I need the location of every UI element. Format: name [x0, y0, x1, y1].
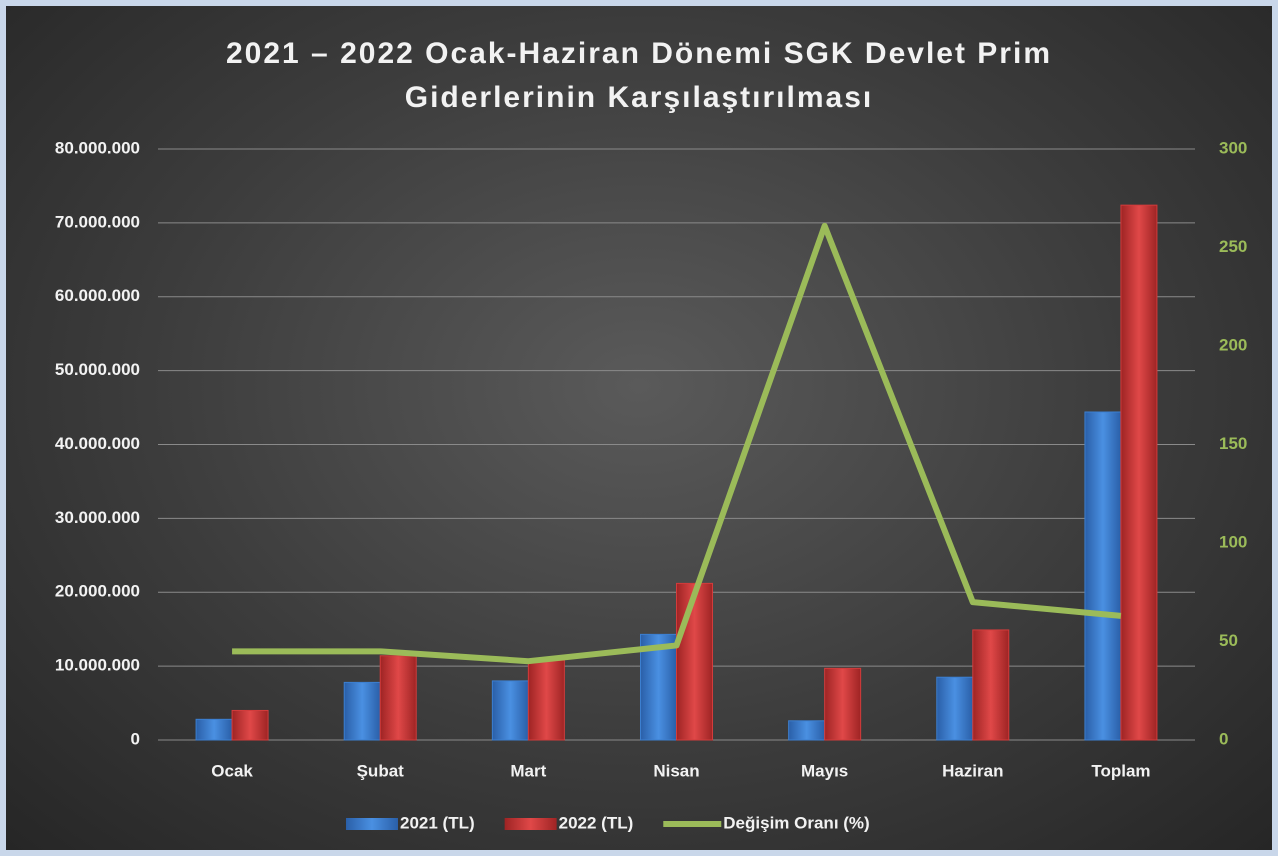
y-tick-label: 80.000.000: [55, 138, 140, 157]
bar: [379, 655, 417, 741]
y-tick-label: 70.000.000: [55, 212, 140, 231]
bar: [824, 667, 862, 741]
bar: [640, 633, 677, 741]
chart: 0 10.000.000 20.000.000 30.000.000 40.000.00…: [55, 138, 1247, 832]
chart-area: 2021 – 2022 Ocak-Haziran Dönemi SGK Devl…: [6, 6, 1272, 850]
x-tick-label: Haziran: [942, 761, 1003, 780]
legend-swatch: [346, 818, 398, 830]
y2-tick-label: 250: [1219, 237, 1247, 256]
y-tick-label: 60.000.000: [55, 286, 140, 305]
chart-title: 2021 – 2022 Ocak-Haziran Dönemi SGK Devl…: [225, 37, 1052, 114]
bar: [491, 680, 529, 741]
legend-label: 2021 (TL): [400, 813, 475, 832]
x-tick-label: Şubat: [357, 761, 405, 780]
bar: [972, 629, 1010, 741]
bar: [676, 582, 713, 741]
bar: [1084, 411, 1122, 741]
y2-tick-label: 150: [1219, 434, 1247, 453]
bar: [231, 709, 269, 741]
bar: [1120, 204, 1158, 741]
y-tick-label: 10.000.000: [55, 656, 140, 675]
bar: [343, 681, 381, 741]
y-tick-label: 50.000.000: [55, 360, 140, 379]
x-tick-label: Mayıs: [801, 761, 848, 780]
bar: [195, 718, 233, 741]
y2-tick-label: 200: [1219, 335, 1247, 354]
legend-swatch: [504, 818, 557, 830]
legend-label: Değişim Oranı (%): [723, 813, 869, 832]
bar: [788, 720, 826, 741]
x-tick-label: Ocak: [211, 761, 253, 780]
y2-tick-label: 0: [1219, 729, 1228, 748]
bar: [936, 676, 974, 741]
x-tick-label: Mart: [510, 761, 546, 780]
y2-tick-label: 100: [1219, 532, 1247, 551]
bar: [527, 659, 565, 741]
y-tick-label: 0: [131, 729, 140, 748]
legend-label: 2022 (TL): [559, 813, 634, 832]
y-tick-label: 30.000.000: [55, 508, 140, 527]
y2-tick-label: 50: [1219, 631, 1238, 650]
line-series: [232, 222, 1122, 665]
y-tick-label: 40.000.000: [55, 434, 140, 453]
y-tick-label: 20.000.000: [55, 582, 140, 601]
x-tick-label: Toplam: [1091, 761, 1150, 780]
y2-tick-label: 300: [1219, 138, 1247, 157]
x-tick-label: Nisan: [653, 761, 699, 780]
